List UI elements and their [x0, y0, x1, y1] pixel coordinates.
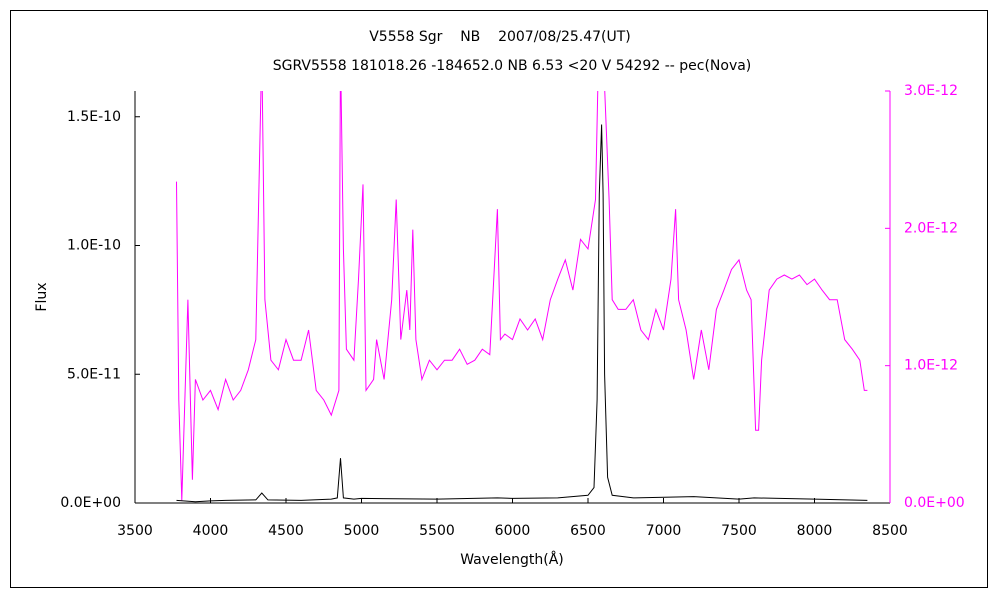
chart-title: V5558 Sgr NB 2007/08/25.47(UT): [369, 29, 631, 45]
y-tick-label: 1.5E-10: [67, 109, 121, 125]
y-tick-label: 5.0E-11: [67, 366, 121, 382]
y2-tick-label: 0.0E+00: [904, 495, 965, 511]
spectrum-line: [176, 91, 868, 501]
spectrum-line: [176, 124, 868, 503]
x-tick-label: 7000: [646, 523, 682, 539]
plot-area: [176, 91, 868, 503]
x-tick-label: 4000: [193, 523, 229, 539]
y-tick-label: 0.0E+00: [60, 495, 121, 511]
x-axis-label: Wavelength(Å): [460, 551, 564, 568]
x-tick-label: 5500: [419, 523, 455, 539]
x-tick-label: 4500: [268, 523, 304, 539]
x-tick-label: 8500: [872, 523, 908, 539]
x-tick-label: 5000: [344, 523, 380, 539]
x-tick-label: 3500: [117, 523, 153, 539]
chart-subtitle: SGRV5558 181018.26 -184652.0 NB 6.53 <20…: [273, 58, 752, 74]
x-tick-label: 6000: [495, 523, 531, 539]
frame: [10, 10, 988, 588]
x-tick-label: 7500: [721, 523, 757, 539]
y2-tick-label: 3.0E-12: [904, 83, 958, 99]
x-tick-label: 6500: [570, 523, 606, 539]
x-tick-label: 8000: [797, 523, 833, 539]
y2-tick-label: 1.0E-12: [904, 358, 958, 374]
y-axis-label: Flux: [34, 282, 50, 311]
y2-tick-label: 2.0E-12: [904, 220, 958, 236]
y-tick-label: 1.0E-10: [67, 238, 121, 254]
